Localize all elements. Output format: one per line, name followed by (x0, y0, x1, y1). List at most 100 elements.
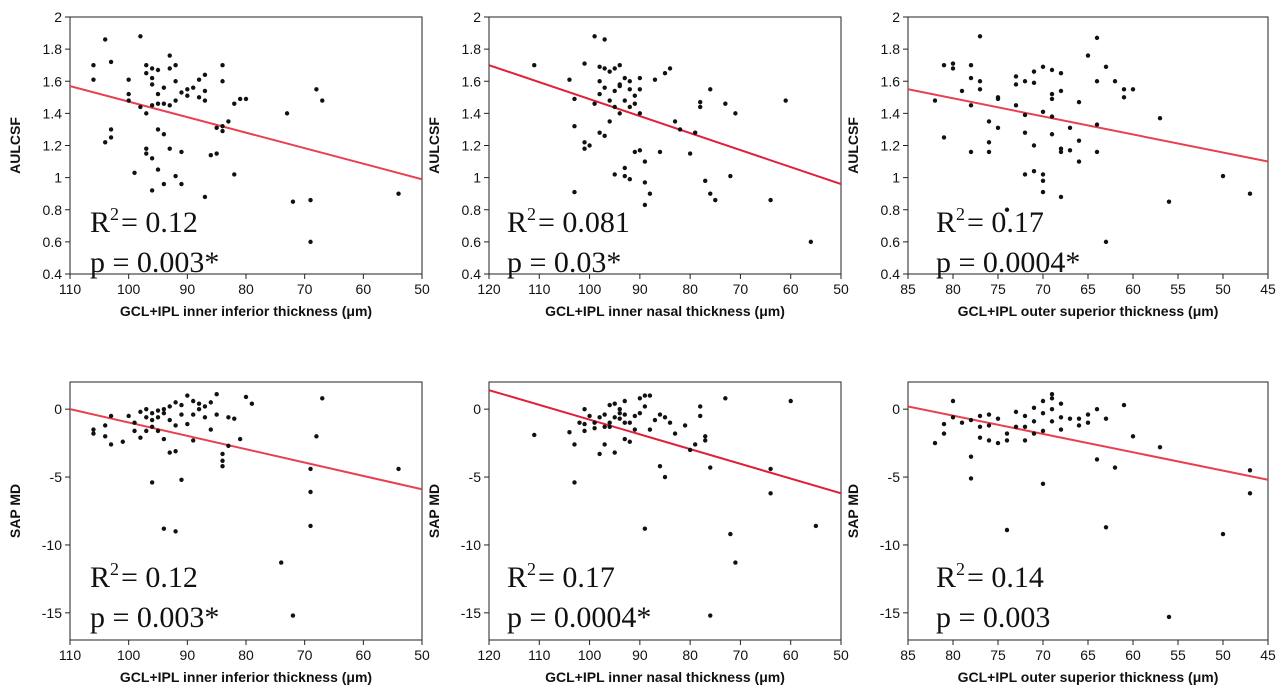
data-point (108, 59, 114, 65)
panel-1: 110 100 90 80 70 60 50 0.4 0.6 0.8 1 1.2 1.4 1.6 1.8 2 G… (7, 9, 430, 319)
y-tick-label: 0.8 (881, 202, 901, 218)
data-point (1076, 159, 1082, 164)
data-point (1076, 138, 1082, 143)
data-point (977, 435, 983, 440)
data-point (155, 91, 161, 97)
data-point (149, 75, 155, 81)
data-point (627, 420, 632, 425)
data-point (941, 135, 947, 140)
data-point (226, 443, 231, 449)
data-point (617, 83, 622, 89)
data-point (1031, 169, 1037, 174)
x-tick-label: 80 (945, 281, 961, 297)
r-squared-value: = 0.12 (121, 561, 198, 594)
data-point (1022, 424, 1028, 430)
data-point (667, 66, 673, 71)
data-point (1247, 191, 1253, 196)
data-point (813, 523, 819, 529)
data-point (290, 199, 296, 204)
x-tick-label: 60 (783, 647, 799, 663)
data-point (155, 67, 161, 73)
data-point (622, 412, 627, 417)
data-point (149, 188, 155, 193)
data-point (167, 450, 172, 455)
data-point (1013, 82, 1019, 87)
data-point (120, 439, 126, 444)
data-point (968, 476, 974, 481)
r-squared-exponent: 2 (527, 559, 536, 579)
r-squared-label: R2= 0.12 (90, 204, 198, 239)
data-point (396, 466, 401, 472)
data-point (208, 152, 213, 158)
x-tick-label: 90 (632, 647, 648, 663)
data-point (1004, 431, 1010, 436)
data-point (1121, 402, 1127, 408)
data-point (179, 181, 184, 187)
data-point (220, 463, 225, 469)
data-point (196, 95, 202, 100)
p-value-label: p = 0.003* (90, 601, 219, 634)
data-point (161, 181, 167, 187)
regression-line (489, 64, 841, 185)
data-point (173, 400, 178, 405)
r-squared-value: = 0.17 (967, 206, 1044, 239)
data-point (161, 85, 167, 90)
data-point (632, 101, 638, 106)
y-tick-label: 0.6 (881, 234, 901, 250)
data-point (637, 411, 643, 416)
data-point (138, 34, 143, 39)
data-point (185, 93, 190, 98)
data-point (728, 531, 733, 537)
data-point (587, 143, 592, 148)
data-point (243, 96, 249, 102)
data-point (1103, 416, 1109, 421)
data-point (161, 411, 167, 416)
data-point (1085, 53, 1091, 58)
data-point (932, 98, 938, 103)
plot-area (70, 392, 422, 618)
p-value-label: p = 0.0004* (936, 246, 1080, 279)
data-point (220, 62, 225, 68)
data-point (662, 474, 668, 480)
data-point (1058, 71, 1064, 76)
data-point (977, 34, 983, 39)
panel-4: 110 100 90 80 70 60 50 -15 -10 -5 0 GCL+IPL inner i… (7, 381, 430, 685)
data-point (597, 79, 602, 84)
data-point (632, 149, 638, 155)
plot-area (489, 389, 841, 618)
data-point (708, 87, 713, 92)
data-point (808, 239, 814, 245)
data-point (977, 424, 983, 430)
data-point (144, 71, 149, 76)
data-point (977, 87, 983, 92)
x-tick-label: 110 (528, 647, 551, 663)
data-point (986, 423, 992, 428)
data-point (202, 88, 208, 94)
r-squared-r: R (90, 206, 110, 239)
data-point (214, 412, 219, 417)
data-point (968, 149, 974, 155)
data-point (173, 173, 178, 179)
data-point (642, 404, 648, 409)
data-point (108, 442, 114, 447)
data-point (932, 440, 938, 446)
data-point (320, 98, 325, 103)
data-point (602, 412, 607, 417)
data-point (567, 430, 572, 435)
data-point (179, 477, 184, 482)
data-point (768, 197, 773, 203)
data-point (103, 37, 108, 42)
data-point (232, 101, 237, 106)
data-point (698, 413, 703, 419)
data-point (788, 398, 793, 404)
data-point (1049, 396, 1055, 401)
data-point (191, 85, 196, 90)
data-point (602, 424, 607, 430)
y-tick-label: 2 (473, 9, 481, 25)
data-point (532, 62, 537, 68)
data-point (1049, 91, 1055, 97)
data-point (1094, 122, 1100, 127)
r-squared-label: R2= 0.14 (936, 559, 1044, 594)
data-point (161, 526, 167, 531)
